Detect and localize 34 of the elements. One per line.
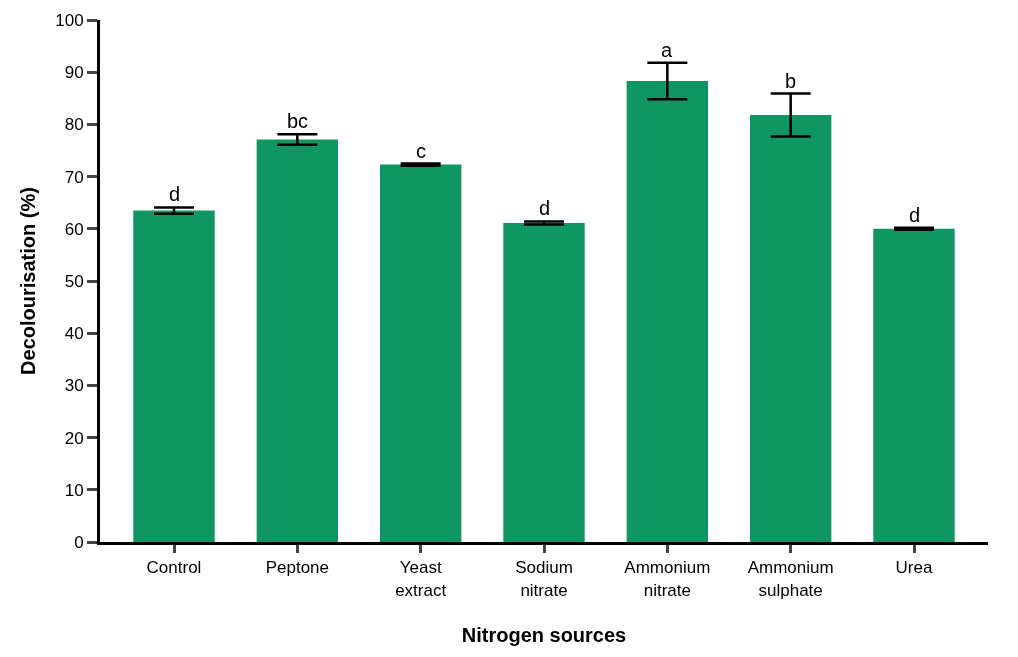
annotation: b [785, 70, 797, 92]
annotation: d [169, 183, 181, 205]
y-tick-label: 50 [64, 271, 84, 291]
annotation: bc [287, 110, 309, 132]
y-axis-title: Decolourisation (%) [16, 187, 39, 375]
x-tick-label: Urea [895, 558, 933, 578]
annotation: d [909, 204, 921, 226]
bar [133, 210, 215, 542]
y-tick-label: 70 [64, 167, 84, 187]
x-tick-label: Ammonium nitrate [624, 558, 711, 600]
bar [626, 81, 709, 542]
x-axis-title: Nitrogen sources [461, 624, 627, 646]
y-tick-label: 60 [64, 219, 84, 239]
x-tick-label: Yeast extract [395, 558, 447, 600]
x-tick-label: Peptone [265, 558, 329, 578]
annotation: c [416, 140, 426, 162]
x-tick-label: Sodium nitrate [515, 558, 573, 600]
y-tick-label: 30 [64, 376, 84, 396]
y-tick-label: 0 [74, 532, 84, 552]
y-tick-label: 80 [64, 115, 84, 135]
x-tick-label: Control [146, 558, 202, 578]
x-tick-label: Ammonium sulphate [747, 558, 834, 600]
bar [749, 115, 832, 542]
bar [379, 164, 462, 542]
y-tick-label: 100 [55, 10, 84, 30]
y-tick-label: 20 [64, 428, 84, 448]
y-tick-label: 10 [64, 480, 84, 500]
bar [256, 139, 339, 542]
y-tick-label: 40 [64, 324, 84, 344]
annotation: a [661, 39, 673, 61]
bar [503, 223, 585, 542]
y-tick-label: 90 [64, 63, 84, 83]
bar [873, 228, 955, 542]
annotation: d [539, 197, 551, 219]
